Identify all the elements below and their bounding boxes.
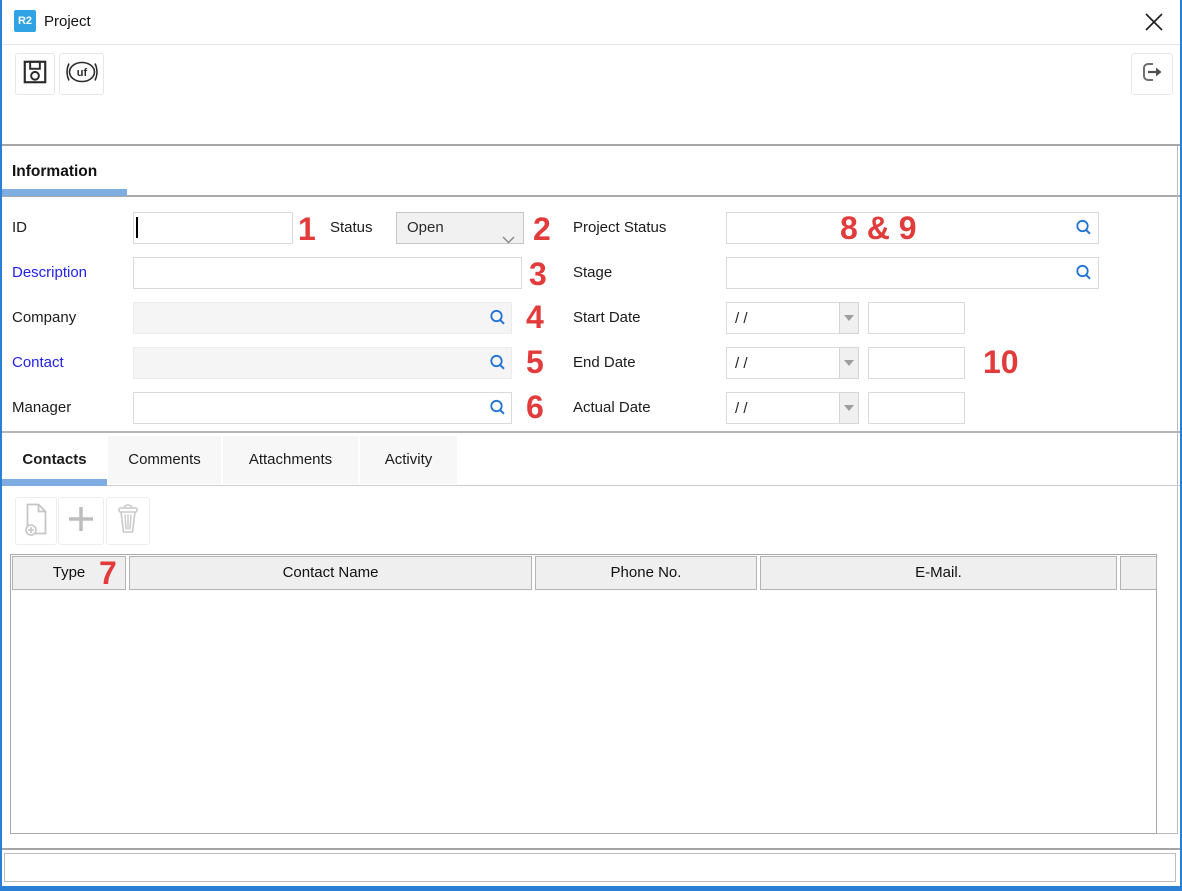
triangle-down-icon bbox=[844, 360, 854, 366]
actual-date-input[interactable] bbox=[726, 392, 840, 424]
user-fields-button[interactable]: uf bbox=[59, 53, 104, 95]
end-time-input[interactable] bbox=[868, 347, 965, 379]
tab-attachments[interactable]: Attachments bbox=[223, 436, 358, 484]
divider bbox=[2, 195, 1180, 197]
description-label: Description bbox=[12, 264, 88, 281]
text-cursor bbox=[136, 217, 138, 238]
tab-information[interactable]: Information bbox=[12, 163, 98, 180]
column-header-type-label: Type bbox=[52, 564, 86, 581]
contacts-tab-indicator bbox=[2, 479, 107, 486]
stage-lookup-icon[interactable] bbox=[1075, 264, 1093, 282]
annotation-1: 1 bbox=[298, 211, 316, 247]
add-row-button[interactable] bbox=[58, 497, 104, 545]
triangle-down-icon bbox=[844, 315, 854, 321]
column-header-type[interactable]: Type bbox=[12, 556, 126, 590]
end-date-label: End Date bbox=[573, 354, 636, 371]
divider bbox=[2, 431, 1180, 433]
tab-contacts[interactable]: Contacts bbox=[2, 436, 107, 484]
plus-icon bbox=[65, 503, 97, 540]
status-bar bbox=[4, 853, 1176, 882]
description-input[interactable] bbox=[133, 257, 522, 289]
start-time-input[interactable] bbox=[868, 302, 965, 334]
chevron-down-icon bbox=[502, 225, 515, 255]
start-date-label: Start Date bbox=[573, 309, 641, 326]
trash-icon bbox=[112, 502, 144, 541]
actual-date-label: Actual Date bbox=[573, 399, 651, 416]
delete-row-button[interactable] bbox=[106, 497, 150, 545]
information-tab-indicator bbox=[2, 189, 127, 196]
user-fields-eye-icon: uf bbox=[64, 58, 100, 91]
column-header-contact-name[interactable]: Contact Name bbox=[129, 556, 532, 590]
tab-contacts-label: Contacts bbox=[22, 451, 87, 468]
annotation-2: 2 bbox=[533, 211, 551, 247]
column-header-spacer bbox=[1120, 556, 1157, 590]
actual-time-input[interactable] bbox=[868, 392, 965, 424]
tab-comments-label: Comments bbox=[128, 451, 201, 468]
annotation-7: 7 bbox=[99, 555, 117, 591]
stage-label: Stage bbox=[573, 264, 613, 281]
status-select[interactable]: Open bbox=[396, 212, 524, 244]
company-label: Company bbox=[12, 309, 77, 326]
annotation-6: 6 bbox=[526, 389, 544, 425]
svg-text:uf: uf bbox=[76, 67, 87, 79]
column-header-email-label: E-Mail. bbox=[915, 564, 962, 581]
annotation-10: 10 bbox=[983, 344, 1019, 380]
window-title: Project bbox=[44, 13, 91, 30]
save-icon bbox=[21, 58, 49, 91]
new-record-button[interactable] bbox=[15, 497, 57, 545]
tab-attachments-label: Attachments bbox=[248, 451, 333, 468]
triangle-down-icon bbox=[844, 405, 854, 411]
company-input[interactable] bbox=[133, 302, 512, 334]
contact-input[interactable] bbox=[133, 347, 512, 379]
id-input[interactable] bbox=[133, 212, 293, 244]
manager-label: Manager bbox=[12, 399, 72, 416]
manager-lookup-icon[interactable] bbox=[489, 399, 507, 417]
status-selected-value: Open bbox=[407, 219, 444, 236]
end-date-calendar-dropdown[interactable] bbox=[839, 347, 859, 379]
divider bbox=[2, 848, 1180, 850]
actual-date-calendar-dropdown[interactable] bbox=[839, 392, 859, 424]
annotation-4: 4 bbox=[526, 299, 544, 335]
contact-lookup-icon[interactable] bbox=[489, 354, 507, 372]
app-logo-icon: R2 bbox=[14, 10, 36, 32]
divider bbox=[1157, 833, 1178, 834]
contact-label: Contact bbox=[12, 354, 64, 371]
tab-activity[interactable]: Activity bbox=[360, 436, 457, 484]
panel-border bbox=[1177, 146, 1178, 834]
stage-input[interactable] bbox=[726, 257, 1099, 289]
column-header-email[interactable]: E-Mail. bbox=[760, 556, 1117, 590]
save-button[interactable] bbox=[15, 53, 55, 95]
project-status-lookup-icon[interactable] bbox=[1075, 219, 1093, 237]
exit-icon bbox=[1138, 58, 1166, 91]
annotation-5: 5 bbox=[526, 344, 544, 380]
column-header-phone-no-label: Phone No. bbox=[610, 564, 682, 581]
company-lookup-icon[interactable] bbox=[489, 309, 507, 327]
document-plus-icon bbox=[20, 501, 52, 542]
tab-comments[interactable]: Comments bbox=[108, 436, 221, 484]
annotation-8-9: 8 & 9 bbox=[840, 210, 917, 246]
manager-input[interactable] bbox=[133, 392, 512, 424]
titlebar: R2 Project bbox=[2, 0, 1180, 45]
status-label: Status bbox=[330, 219, 373, 236]
tab-activity-label: Activity bbox=[384, 451, 433, 468]
exit-button[interactable] bbox=[1131, 53, 1173, 95]
id-label: ID bbox=[12, 219, 27, 236]
divider bbox=[2, 485, 1180, 486]
column-header-phone-no[interactable]: Phone No. bbox=[535, 556, 757, 590]
close-icon[interactable] bbox=[1142, 10, 1166, 34]
end-date-input[interactable] bbox=[726, 347, 840, 379]
contacts-table-body[interactable] bbox=[10, 554, 1157, 834]
project-status-label: Project Status bbox=[573, 219, 667, 236]
start-date-calendar-dropdown[interactable] bbox=[839, 302, 859, 334]
project-status-input[interactable] bbox=[726, 212, 1099, 244]
annotation-3: 3 bbox=[529, 256, 547, 292]
divider bbox=[2, 144, 1180, 146]
column-header-contact-name-label: Contact Name bbox=[282, 564, 379, 581]
start-date-input[interactable] bbox=[726, 302, 840, 334]
